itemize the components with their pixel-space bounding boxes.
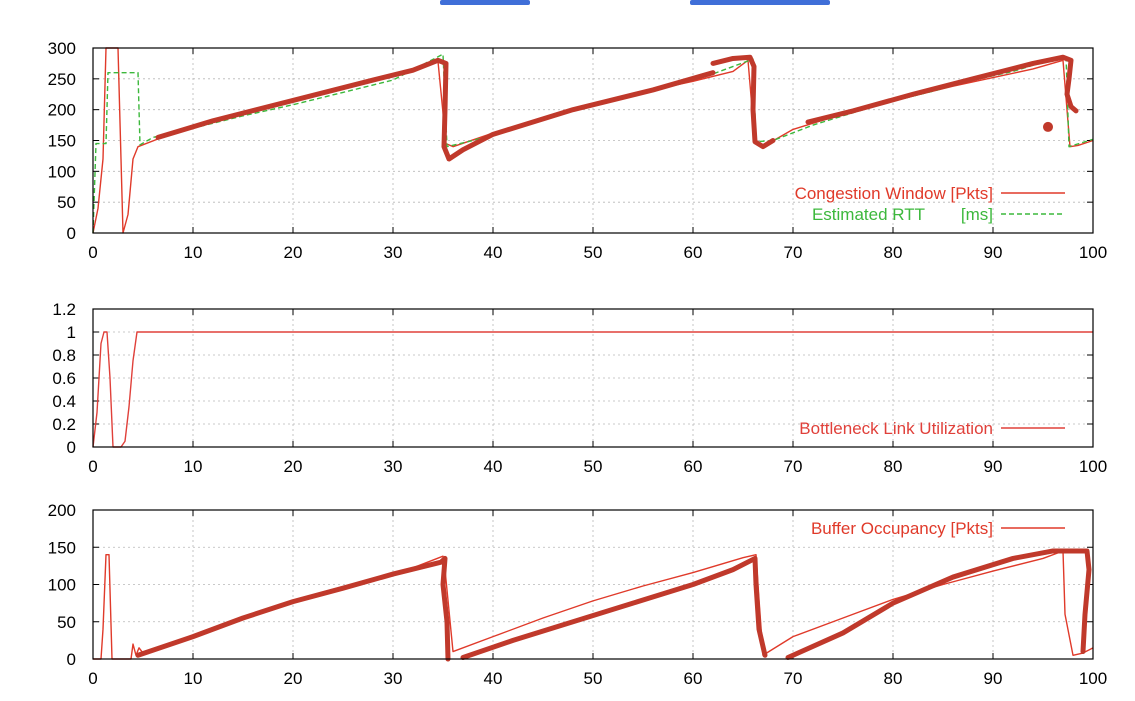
x-tick-label: 40 [484, 457, 503, 476]
y-tick-label: 150 [48, 538, 76, 557]
x-tick-label: 60 [684, 457, 703, 476]
y-tick-label: 1.2 [52, 300, 76, 319]
ink-annotation-stroke [135, 555, 451, 662]
x-tick-label: 10 [184, 243, 203, 262]
x-tick-label: 100 [1079, 669, 1107, 688]
y-tick-label: 0.6 [52, 369, 76, 388]
legend-label: Estimated RTT [812, 205, 925, 224]
plot-frame [92, 47, 1094, 234]
y-tick-label: 200 [48, 101, 76, 120]
plot-frame [92, 509, 1094, 660]
link-utilization-panel: 0 10 20 30 40 50 60 70 80 90 100 0 0.2 0.4 0.6 0.8 1 1.2 B… [52, 300, 1107, 476]
legend-label: Congestion Window [Pkts] [795, 184, 993, 203]
buffer-occupancy-panel: 0 10 20 30 40 50 60 70 80 90 100 0 50 100 150 200 Buffer… [48, 501, 1108, 688]
y-tick-label: 50 [57, 193, 76, 212]
y-tick-label: 250 [48, 70, 76, 89]
x-tick-label: 50 [584, 457, 603, 476]
y-tick-label: 100 [48, 162, 76, 181]
x-tick-label: 80 [884, 669, 903, 688]
x-tick-label: 70 [784, 243, 803, 262]
x-tick-label: 60 [684, 669, 703, 688]
x-tick-label: 100 [1079, 243, 1107, 262]
plot-frame [92, 308, 1094, 448]
x-tick-label: 70 [784, 457, 803, 476]
x-tick-label: 90 [984, 243, 1003, 262]
x-tick-label: 30 [384, 243, 403, 262]
cropped-title-fragment [440, 0, 530, 5]
x-tick-label: 10 [184, 457, 203, 476]
x-tick-label: 90 [984, 457, 1003, 476]
y-tick-label: 100 [48, 576, 76, 595]
x-tick-label: 50 [584, 669, 603, 688]
y-tick-label: 0.4 [52, 392, 76, 411]
ink-annotation-stroke [710, 54, 776, 150]
x-tick-label: 80 [884, 243, 903, 262]
x-tick-label: 40 [484, 243, 503, 262]
y-tick-label: 0.8 [52, 346, 76, 365]
ink-annotation-dot [1043, 121, 1053, 132]
x-tick-label: 70 [784, 669, 803, 688]
x-tick-label: 100 [1079, 457, 1107, 476]
ink-annotation-stroke [805, 54, 1079, 125]
legend-unit: [ms] [961, 205, 993, 224]
x-tick-label: 0 [88, 243, 97, 262]
congestion-window-panel: 0 10 20 30 40 50 60 70 80 90 100 0 50 100 150 200 250 300… [48, 39, 1108, 262]
x-tick-label: 0 [88, 669, 97, 688]
y-tick-label: 0 [67, 224, 76, 243]
cropped-title-fragment [690, 0, 830, 5]
y-tick-label: 0 [67, 438, 76, 457]
x-tick-label: 30 [384, 457, 403, 476]
legend-label: Buffer Occupancy [Pkts] [811, 519, 993, 538]
legend-label: Bottleneck Link Utilization [799, 419, 993, 438]
y-tick-label: 0 [67, 650, 76, 669]
x-tick-label: 90 [984, 669, 1003, 688]
y-tick-label: 1 [67, 323, 76, 342]
x-tick-label: 40 [484, 669, 503, 688]
y-tick-label: 50 [57, 613, 76, 632]
x-tick-label: 30 [384, 669, 403, 688]
x-tick-label: 20 [284, 669, 303, 688]
ink-annotation-stroke [785, 548, 1092, 661]
x-tick-label: 80 [884, 457, 903, 476]
y-tick-label: 300 [48, 39, 76, 58]
x-tick-label: 10 [184, 669, 203, 688]
ink-annotation-stroke [460, 555, 768, 661]
x-tick-label: 0 [88, 457, 97, 476]
y-tick-label: 150 [48, 132, 76, 151]
x-tick-label: 60 [684, 243, 703, 262]
x-tick-label: 50 [584, 243, 603, 262]
ink-annotation-stroke [155, 57, 716, 162]
y-tick-label: 0.2 [52, 415, 76, 434]
x-tick-label: 20 [284, 243, 303, 262]
x-tick-label: 20 [284, 457, 303, 476]
y-tick-label: 200 [48, 501, 76, 520]
